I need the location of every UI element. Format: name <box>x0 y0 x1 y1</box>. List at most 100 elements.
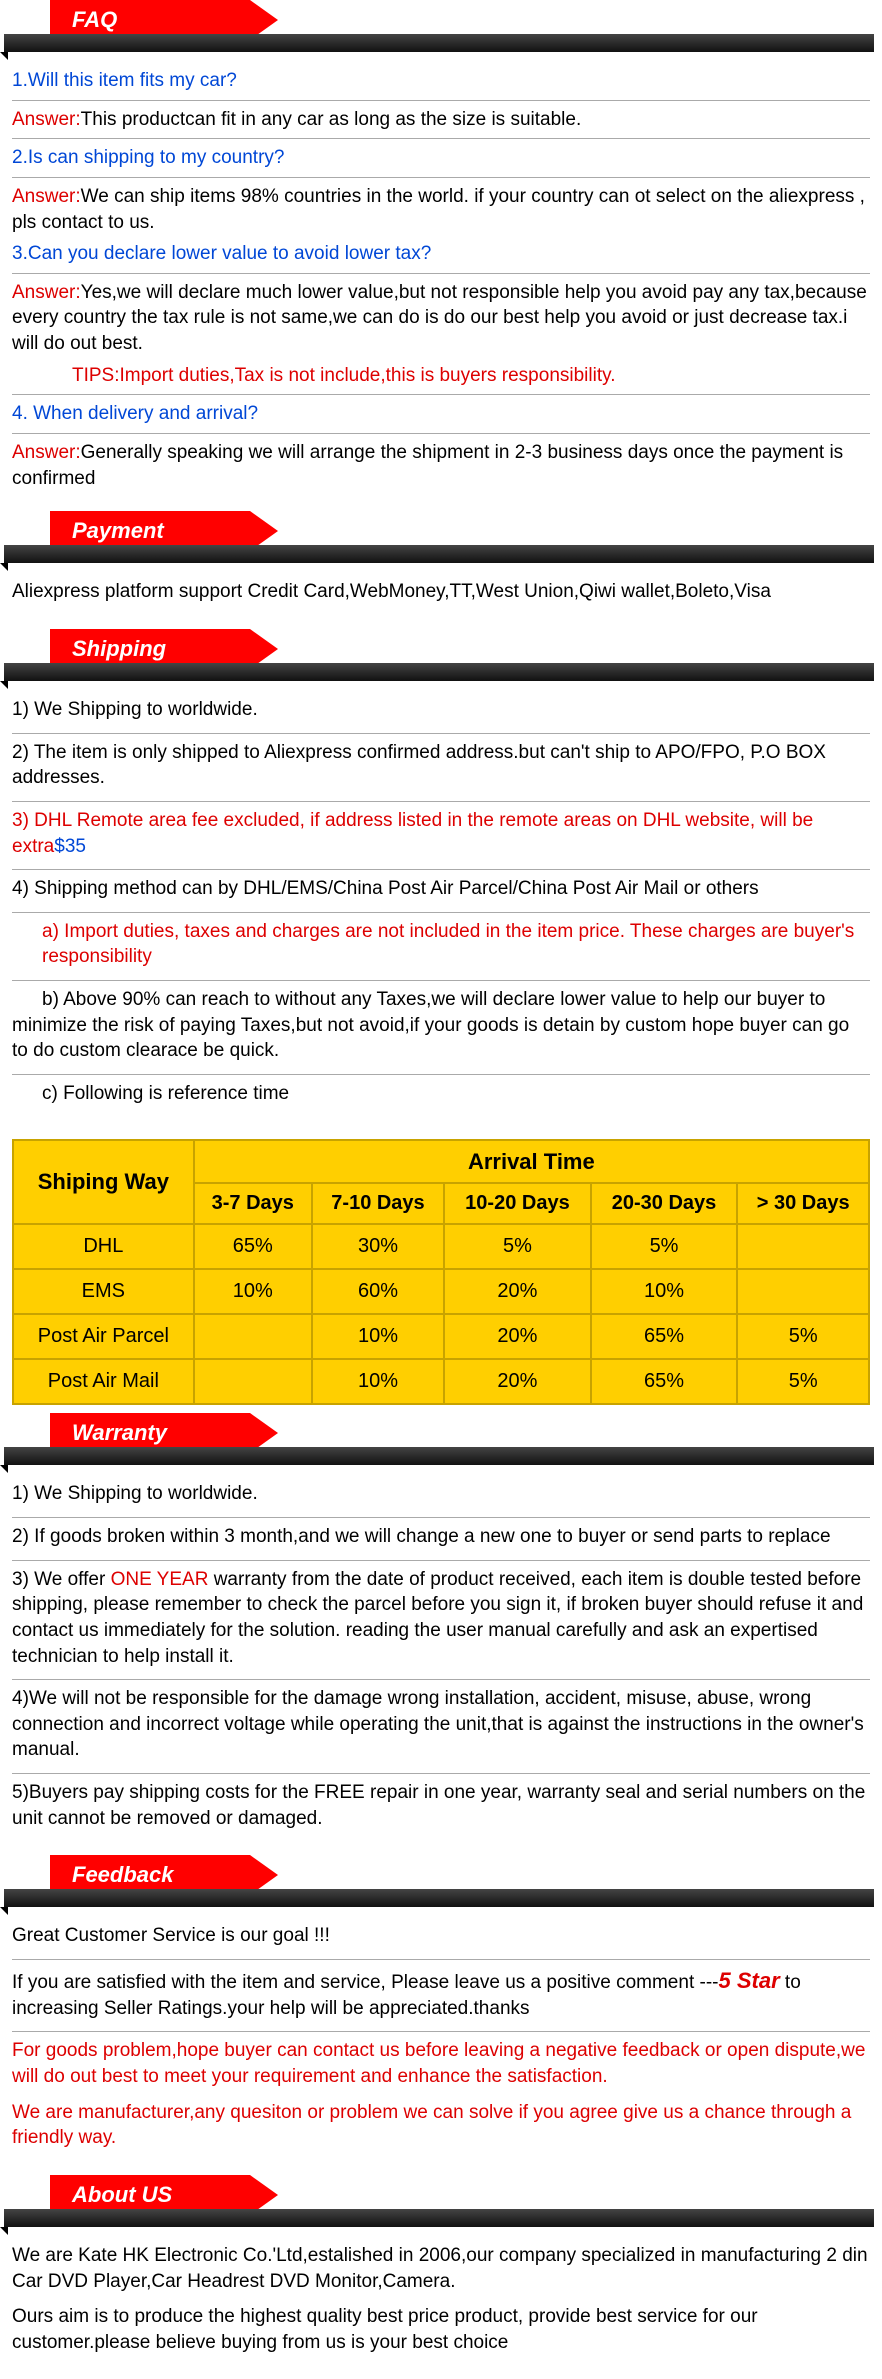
divider <box>12 138 870 139</box>
about-l1: We are Kate HK Electronic Co.'Ltd,estali… <box>12 2243 870 2294</box>
divider <box>12 869 870 870</box>
warranty-bar <box>4 1447 874 1465</box>
answer-label: Answer: <box>12 186 81 207</box>
payment-content: Aliexpress platform support Credit Card,… <box>0 573 882 629</box>
faq-a2: Answer:We can ship items 98% countries i… <box>12 184 870 235</box>
feedback-bar <box>4 1889 874 1907</box>
cell: 10% <box>194 1269 312 1314</box>
cell: 20% <box>444 1359 591 1404</box>
feedback-content: Great Customer Service is our goal !!! I… <box>0 1917 882 2175</box>
answer-label: Answer: <box>12 282 81 303</box>
shipping-lb: b) Above 90% can reach to without any Ta… <box>12 987 870 1064</box>
divider <box>12 912 870 913</box>
divider <box>12 1074 870 1075</box>
payment-bar <box>4 545 874 563</box>
divider <box>12 733 870 734</box>
table-row: EMS 10% 60% 20% 10% <box>13 1269 869 1314</box>
shipping-bar <box>4 663 874 681</box>
cell: 20% <box>444 1314 591 1359</box>
divider <box>12 394 870 395</box>
feedback-l3: For goods problem,hope buyer can contact… <box>12 2038 870 2089</box>
payment-text: Aliexpress platform support Credit Card,… <box>12 579 870 605</box>
cell: 5% <box>591 1224 738 1269</box>
warranty-l3a: 3) We offer <box>12 1569 111 1590</box>
cell: 30% <box>312 1224 444 1269</box>
divider <box>12 433 870 434</box>
shipping-l4: 4) Shipping method can by DHL/EMS/China … <box>12 876 870 902</box>
row-label: EMS <box>13 1269 194 1314</box>
cell <box>737 1224 869 1269</box>
faq-q2: 2.Is can shipping to my country? <box>12 145 870 171</box>
shipping-la: a) Import duties, taxes and charges are … <box>12 919 870 970</box>
about-header: About US <box>0 2175 882 2229</box>
faq-a4: Answer:Generally speaking we will arrang… <box>12 440 870 491</box>
about-bar <box>4 2209 874 2227</box>
cell: 5% <box>737 1314 869 1359</box>
faq-a4-text: Generally speaking we will arrange the s… <box>12 442 843 489</box>
cell: 5% <box>737 1359 869 1404</box>
cell: 10% <box>312 1359 444 1404</box>
divider <box>12 273 870 274</box>
row-label: DHL <box>13 1224 194 1269</box>
warranty-l2: 2) If goods broken within 3 month,and we… <box>12 1524 870 1550</box>
th-col: 20-30 Days <box>591 1183 738 1224</box>
cell: 65% <box>591 1314 738 1359</box>
th-col: 7-10 Days <box>312 1183 444 1224</box>
warranty-header: Warranty <box>0 1413 882 1467</box>
feedback-l1: Great Customer Service is our goal !!! <box>12 1923 870 1949</box>
warranty-l4: 4)We will not be responsible for the dam… <box>12 1686 870 1763</box>
warranty-l3b: ONE YEAR <box>111 1569 209 1590</box>
faq-a3: Answer:Yes,we will declare much lower va… <box>12 280 870 357</box>
shipping-lb-text: b) Above 90% can reach to without any Ta… <box>12 989 849 1061</box>
feedback-header: Feedback <box>0 1855 882 1909</box>
shipping-content: 1) We Shipping to worldwide. 2) The item… <box>0 691 882 1131</box>
cell: 20% <box>444 1269 591 1314</box>
divider <box>12 100 870 101</box>
shipping-table: Shiping Way Arrival Time 3-7 Days 7-10 D… <box>12 1139 870 1406</box>
faq-header: FAQ <box>0 0 882 54</box>
divider <box>12 1679 870 1680</box>
table-row: Post Air Parcel 10% 20% 65% 5% <box>13 1314 869 1359</box>
answer-label: Answer: <box>12 442 81 463</box>
th-col: 10-20 Days <box>444 1183 591 1224</box>
shipping-header: Shipping <box>0 629 882 683</box>
about-content: We are Kate HK Electronic Co.'Ltd,estali… <box>0 2237 882 2379</box>
faq-q3: 3.Can you declare lower value to avoid l… <box>12 241 870 267</box>
shipping-l1: 1) We Shipping to worldwide. <box>12 697 870 723</box>
cell <box>737 1269 869 1314</box>
th-arrival: Arrival Time <box>194 1140 869 1184</box>
faq-tip: TIPS:Import duties,Tax is not include,th… <box>12 363 870 389</box>
divider <box>12 801 870 802</box>
shipping-l3a: 3) DHL Remote area fee excluded, if addr… <box>12 810 813 857</box>
payment-header: Payment <box>0 511 882 565</box>
feedback-l2b: 5 Star <box>718 1968 779 1993</box>
row-label: Post Air Mail <box>13 1359 194 1404</box>
cell: 5% <box>444 1224 591 1269</box>
faq-q1: 1.Will this item fits my car? <box>12 68 870 94</box>
faq-a1-text: This productcan fit in any car as long a… <box>81 109 582 130</box>
table-row: DHL 65% 30% 5% 5% <box>13 1224 869 1269</box>
faq-content: 1.Will this item fits my car? Answer:Thi… <box>0 62 882 511</box>
warranty-l3: 3) We offer ONE YEAR warranty from the d… <box>12 1567 870 1670</box>
divider <box>12 1517 870 1518</box>
faq-q4: 4. When delivery and arrival? <box>12 401 870 427</box>
divider <box>12 177 870 178</box>
faq-a2-text: We can ship items 98% countries in the w… <box>12 186 865 233</box>
answer-label: Answer: <box>12 109 81 130</box>
about-l2: Ours aim is to produce the highest quali… <box>12 2304 870 2355</box>
cell: 65% <box>591 1359 738 1404</box>
faq-a1: Answer:This productcan fit in any car as… <box>12 107 870 133</box>
faq-a3-text: Yes,we will declare much lower value,but… <box>12 282 867 354</box>
divider <box>12 1959 870 1960</box>
shipping-l3: 3) DHL Remote area fee excluded, if addr… <box>12 808 870 859</box>
warranty-l1: 1) We Shipping to worldwide. <box>12 1481 870 1507</box>
shipping-lc: c) Following is reference time <box>12 1081 870 1107</box>
feedback-l2: If you are satisfied with the item and s… <box>12 1966 870 2021</box>
th-col: 3-7 Days <box>194 1183 312 1224</box>
feedback-l2a: If you are satisfied with the item and s… <box>12 1972 718 1993</box>
row-label: Post Air Parcel <box>13 1314 194 1359</box>
cell: 65% <box>194 1224 312 1269</box>
th-way: Shiping Way <box>13 1140 194 1225</box>
table-row: Post Air Mail 10% 20% 65% 5% <box>13 1359 869 1404</box>
divider <box>12 2031 870 2032</box>
